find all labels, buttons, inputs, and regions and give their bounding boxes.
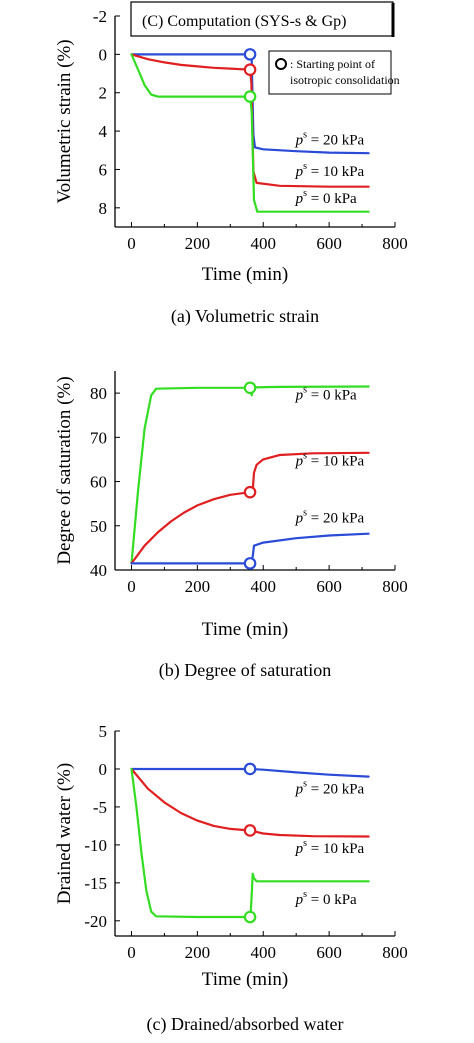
x-tick-label: 0: [127, 577, 136, 596]
series-line: [130, 451, 370, 565]
start-point-marker: [243, 485, 257, 499]
series-label: ps = 0 kPa: [295, 385, 357, 404]
series-label: ps = 10 kPa: [295, 161, 365, 180]
series-line: [130, 53, 370, 213]
y-tick-label: 80: [90, 384, 107, 403]
chart-caption: (b) Degree of saturation: [159, 660, 331, 681]
start-point-marker: [243, 381, 257, 395]
y-tick-label: 8: [99, 199, 108, 218]
y-tick-label: 6: [99, 160, 108, 179]
chart-caption: (a) Volumetric strain: [171, 306, 319, 327]
x-tick-label: 800: [382, 577, 408, 596]
series-line: [130, 767, 370, 919]
start-point-marker: [243, 90, 257, 103]
y-tick-label: 4: [99, 122, 108, 141]
y-axis-label: Volumetric strain (%): [54, 39, 75, 203]
y-tick-label: -5: [93, 798, 107, 817]
chart-2: 0 200 400 600 800 40 50 60 70 80 Time (min) Degree …: [54, 371, 408, 681]
series-line: [130, 767, 370, 778]
series-label: ps = 20 kPa: [295, 778, 365, 797]
series-line: [130, 767, 370, 838]
start-point-marker: [243, 762, 257, 776]
start-point-marker: [243, 910, 257, 924]
x-axis-label: Time (min): [202, 969, 288, 990]
series-line: [130, 532, 370, 565]
y-tick-label: 50: [90, 517, 107, 536]
y-tick-label: -10: [84, 836, 107, 855]
y-tick-label: 60: [90, 473, 107, 492]
series-line: [130, 385, 370, 565]
legend-box: [268, 50, 392, 95]
chart-caption: (c) Drained/absorbed water: [147, 1014, 344, 1035]
title-box: [130, 1, 394, 37]
series-label: ps = 0 kPa: [295, 889, 357, 908]
x-tick-label: 600: [316, 943, 342, 962]
legend: : Starting point of isotropic consolidati…: [268, 50, 400, 95]
legend-marker-icon: [275, 58, 287, 70]
x-axis-label: Time (min): [202, 619, 288, 640]
start-point-marker: [243, 48, 257, 61]
y-axis-label: Degree of saturation (%): [54, 376, 75, 564]
series-label: ps = 20 kPa: [295, 508, 365, 527]
x-tick-label: 600: [316, 234, 342, 253]
start-point-marker: [243, 63, 257, 77]
x-tick-label: 800: [382, 943, 408, 962]
x-tick-label: 200: [185, 943, 211, 962]
series-label: ps = 20 kPa: [295, 130, 365, 149]
x-tick-label: 0: [127, 234, 136, 253]
y-tick-label: 2: [99, 84, 108, 103]
x-tick-label: 0: [127, 943, 136, 962]
x-tick-label: 200: [185, 234, 211, 253]
chart-3: 0 200 400 600 800 5 0 -5 -10 -15 -20 Time (min) Drai…: [54, 722, 408, 1035]
legend-label: isotropic consolidation: [290, 73, 400, 87]
x-axis-label: Time (min): [202, 264, 288, 285]
y-tick-label: 70: [90, 428, 107, 447]
y-tick-label: -2: [93, 7, 107, 26]
x-tick-label: 200: [185, 577, 211, 596]
chart-title: (C) Computation (SYS-s & Gp): [142, 13, 346, 30]
chart-1: 0 200 400 600 800 -2 0 2 4 6 8 Time (min) Volumetric…: [54, 1, 408, 327]
series-line: [130, 53, 370, 188]
x-tick-label: 400: [250, 943, 276, 962]
series-label: ps = 10 kPa: [295, 838, 365, 857]
legend-label: : Starting point of: [290, 57, 375, 71]
start-point-marker: [243, 557, 257, 570]
x-tick-label: 600: [316, 577, 342, 596]
y-tick-label: -15: [84, 874, 107, 893]
x-tick-label: 400: [250, 234, 276, 253]
y-tick-label: 0: [99, 760, 108, 779]
y-tick-label: 40: [90, 561, 107, 580]
x-tick-label: 400: [250, 577, 276, 596]
x-tick-label: 800: [382, 234, 408, 253]
series-label: ps = 10 kPa: [295, 451, 365, 470]
y-axis-label: Drained water (%): [54, 763, 75, 904]
y-tick-label: -20: [84, 912, 107, 931]
start-point-marker: [243, 824, 257, 837]
y-tick-label: 5: [99, 722, 108, 741]
y-tick-label: 0: [99, 45, 108, 64]
series-label: ps = 0 kPa: [295, 188, 357, 207]
